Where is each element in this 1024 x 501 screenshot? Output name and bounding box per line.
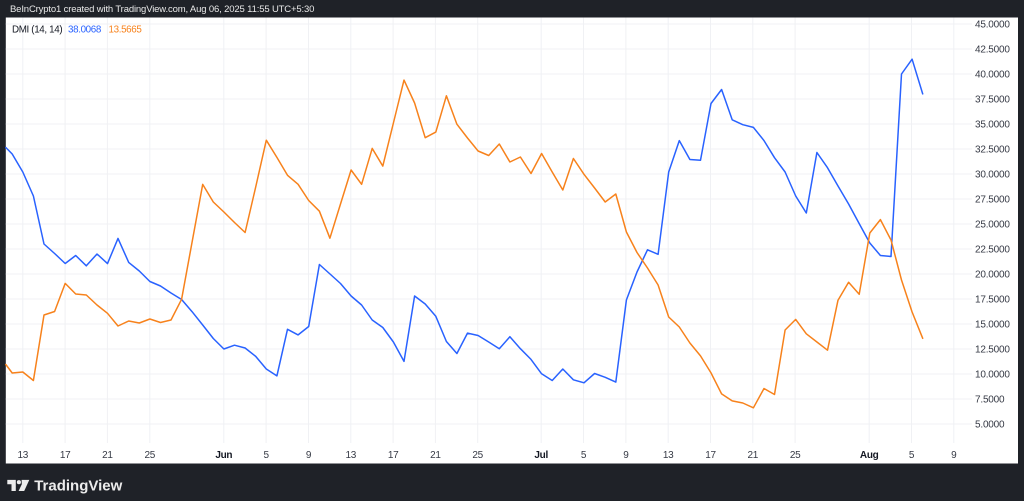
svg-text:22.5000: 22.5000 bbox=[975, 245, 1010, 256]
svg-text:5: 5 bbox=[581, 450, 587, 461]
svg-text:27.5000: 27.5000 bbox=[975, 195, 1010, 206]
svg-text:35.0000: 35.0000 bbox=[975, 120, 1010, 131]
svg-text:21: 21 bbox=[102, 450, 113, 461]
svg-text:17: 17 bbox=[705, 450, 716, 461]
svg-text:DMI (14, 14): DMI (14, 14) bbox=[12, 25, 62, 36]
svg-text:20.0000: 20.0000 bbox=[975, 270, 1010, 281]
svg-text:25: 25 bbox=[472, 450, 483, 461]
svg-text:Jul: Jul bbox=[534, 450, 548, 461]
svg-text:12.5000: 12.5000 bbox=[975, 345, 1010, 356]
svg-text:TradingView: TradingView bbox=[34, 477, 122, 494]
svg-text:15.0000: 15.0000 bbox=[975, 320, 1010, 331]
svg-text:5: 5 bbox=[263, 450, 269, 461]
svg-text:42.5000: 42.5000 bbox=[975, 45, 1010, 56]
svg-text:21: 21 bbox=[430, 450, 441, 461]
svg-text:13: 13 bbox=[18, 450, 29, 461]
svg-text:38.0068: 38.0068 bbox=[68, 25, 102, 36]
svg-text:17.5000: 17.5000 bbox=[975, 295, 1010, 306]
svg-text:17: 17 bbox=[388, 450, 399, 461]
svg-text:9: 9 bbox=[306, 450, 312, 461]
svg-text:25: 25 bbox=[790, 450, 801, 461]
svg-text:45.0000: 45.0000 bbox=[975, 20, 1010, 31]
svg-text:25: 25 bbox=[145, 450, 156, 461]
svg-text:10.0000: 10.0000 bbox=[975, 370, 1010, 381]
svg-text:37.5000: 37.5000 bbox=[975, 95, 1010, 106]
svg-text:BeInCrypto1 created with Tradi: BeInCrypto1 created with TradingView.com… bbox=[10, 4, 314, 15]
svg-text:17: 17 bbox=[60, 450, 71, 461]
svg-text:32.5000: 32.5000 bbox=[975, 145, 1010, 156]
svg-text:13: 13 bbox=[346, 450, 357, 461]
svg-text:Jun: Jun bbox=[215, 450, 232, 461]
svg-text:5.0000: 5.0000 bbox=[975, 420, 1005, 431]
svg-text:9: 9 bbox=[623, 450, 629, 461]
svg-text:13: 13 bbox=[663, 450, 674, 461]
svg-text:7.5000: 7.5000 bbox=[975, 395, 1005, 406]
svg-text:40.0000: 40.0000 bbox=[975, 70, 1010, 81]
svg-text:Aug: Aug bbox=[860, 450, 879, 461]
svg-text:25.0000: 25.0000 bbox=[975, 220, 1010, 231]
svg-text:21: 21 bbox=[748, 450, 759, 461]
svg-text:9: 9 bbox=[951, 450, 957, 461]
svg-text:30.0000: 30.0000 bbox=[975, 170, 1010, 181]
svg-text:5: 5 bbox=[909, 450, 915, 461]
svg-text:13.5665: 13.5665 bbox=[109, 25, 143, 36]
